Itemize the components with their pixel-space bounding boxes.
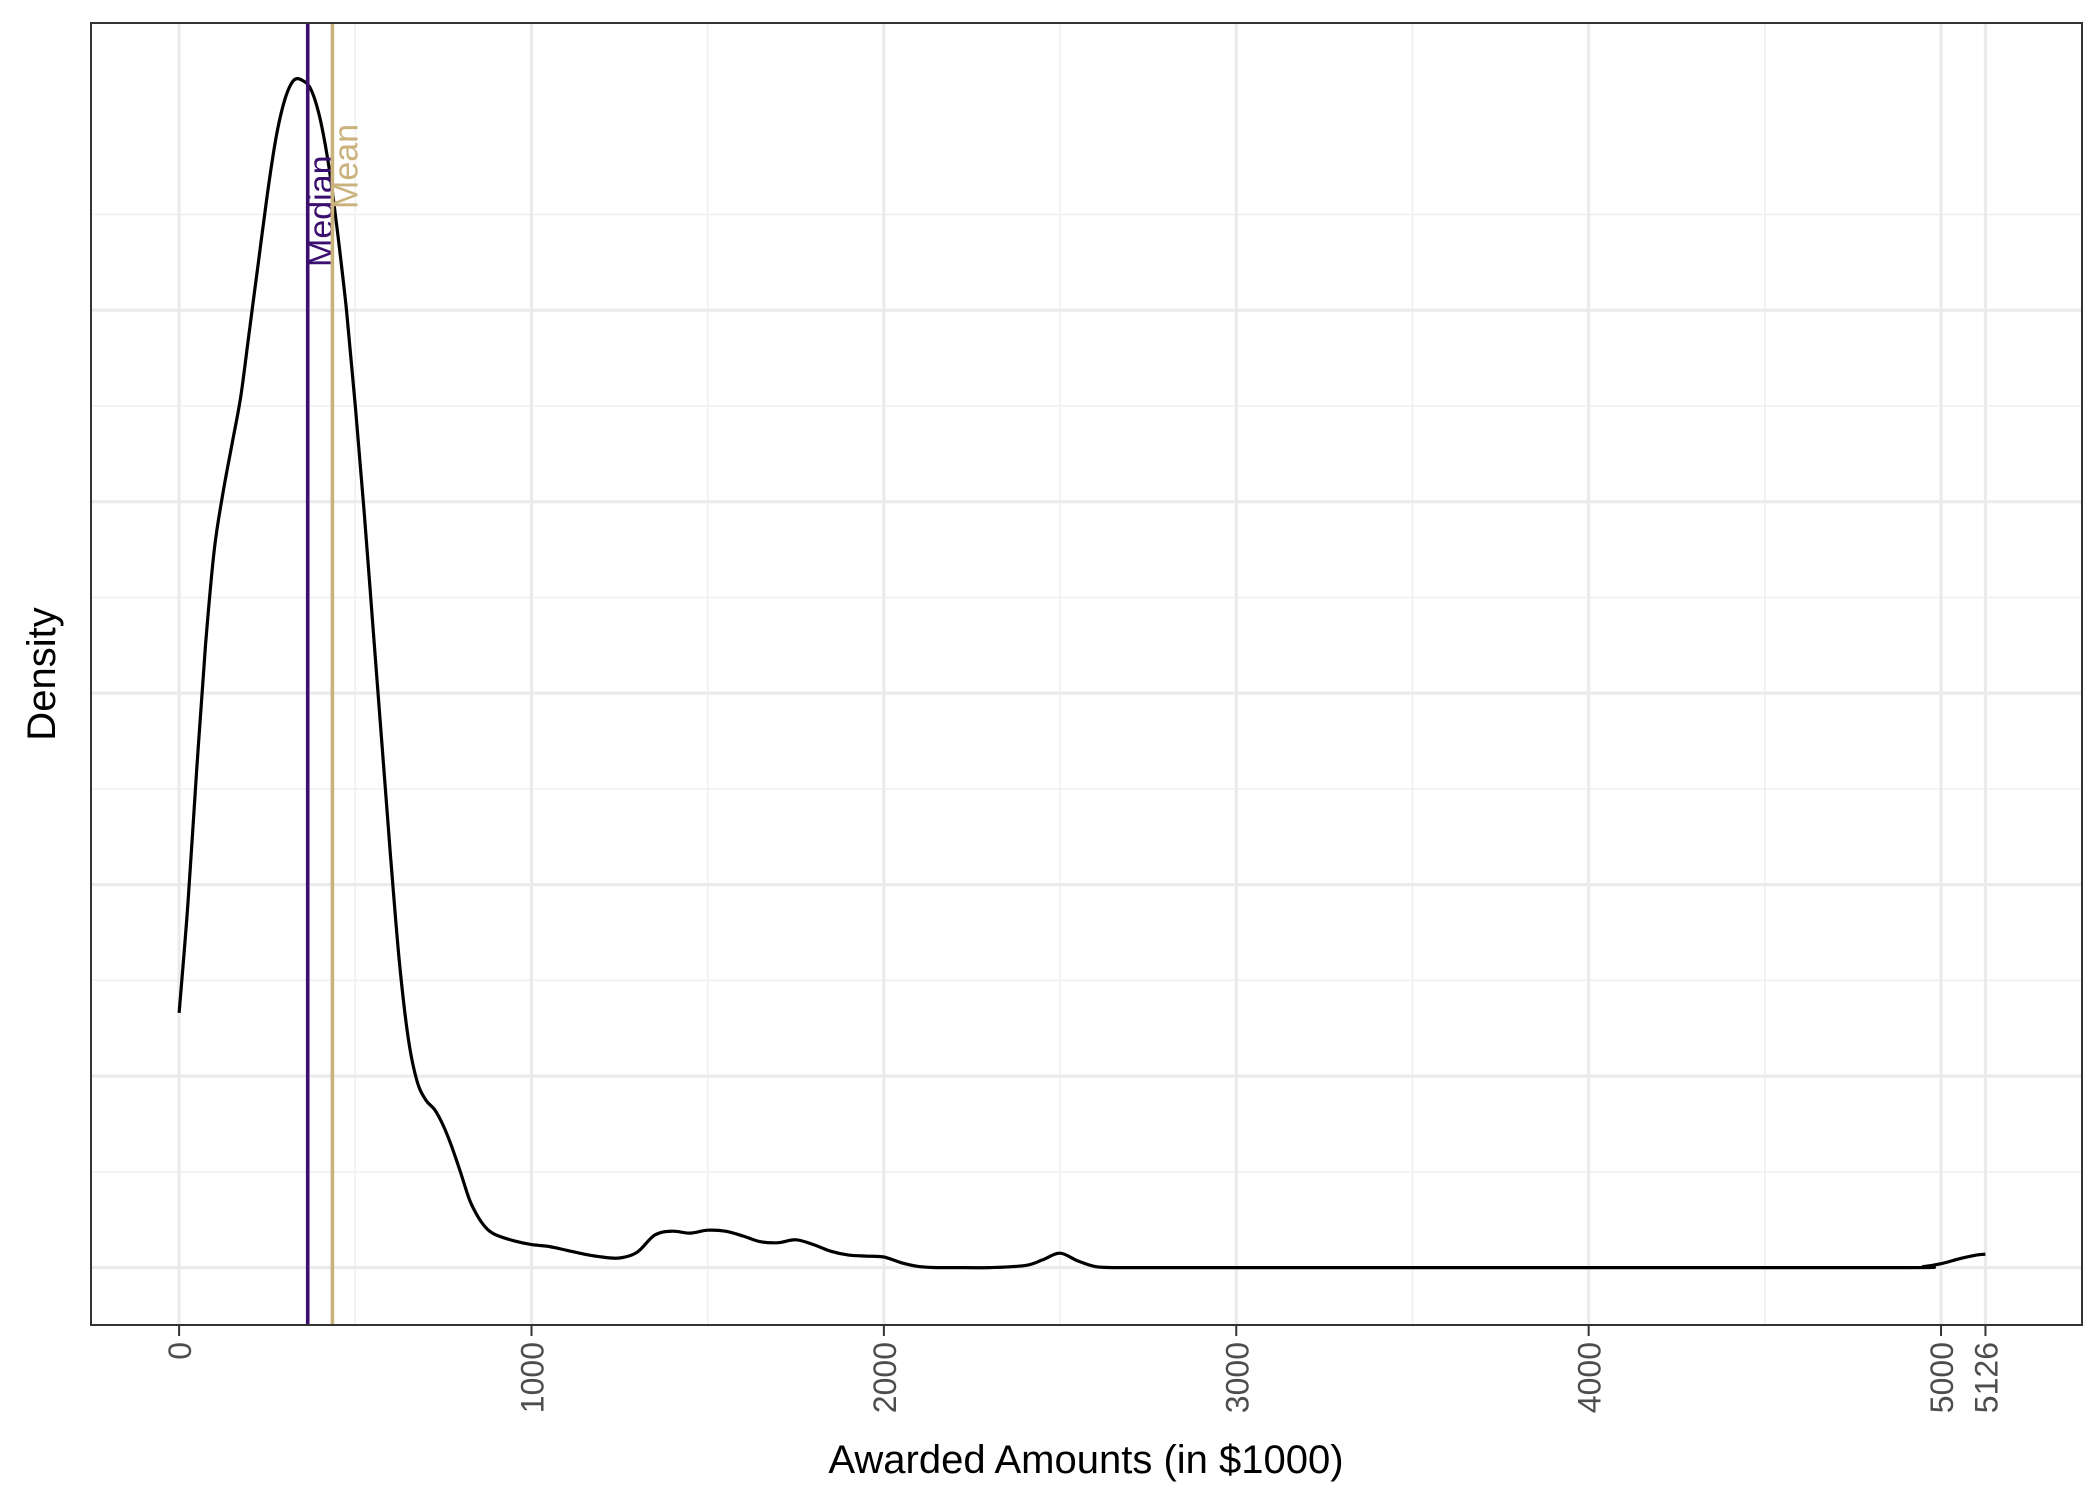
median-label: Median [303,155,341,267]
x-tick-label: 2000 [867,1342,903,1413]
y-axis-title: Density [20,607,64,740]
density-curve [177,77,1986,1270]
x-tick-label: 0 [162,1342,198,1360]
x-tick-label: 4000 [1572,1342,1608,1413]
x-axis-title: Awarded Amounts (in $1000) [828,1438,1343,1482]
x-tick-label: 5126 [1968,1342,2004,1413]
x-tick-label: 5000 [1924,1342,1960,1413]
x-axis-ticks: 0 1000 2000 3000 4000 5000 5126 [162,1325,2004,1413]
plot-panel-border [90,22,2083,1326]
x-tick-label: 1000 [514,1342,550,1413]
x-tick-label: 3000 [1219,1342,1255,1413]
mean-label: Mean [327,124,365,209]
curve-layer [177,77,1986,1270]
